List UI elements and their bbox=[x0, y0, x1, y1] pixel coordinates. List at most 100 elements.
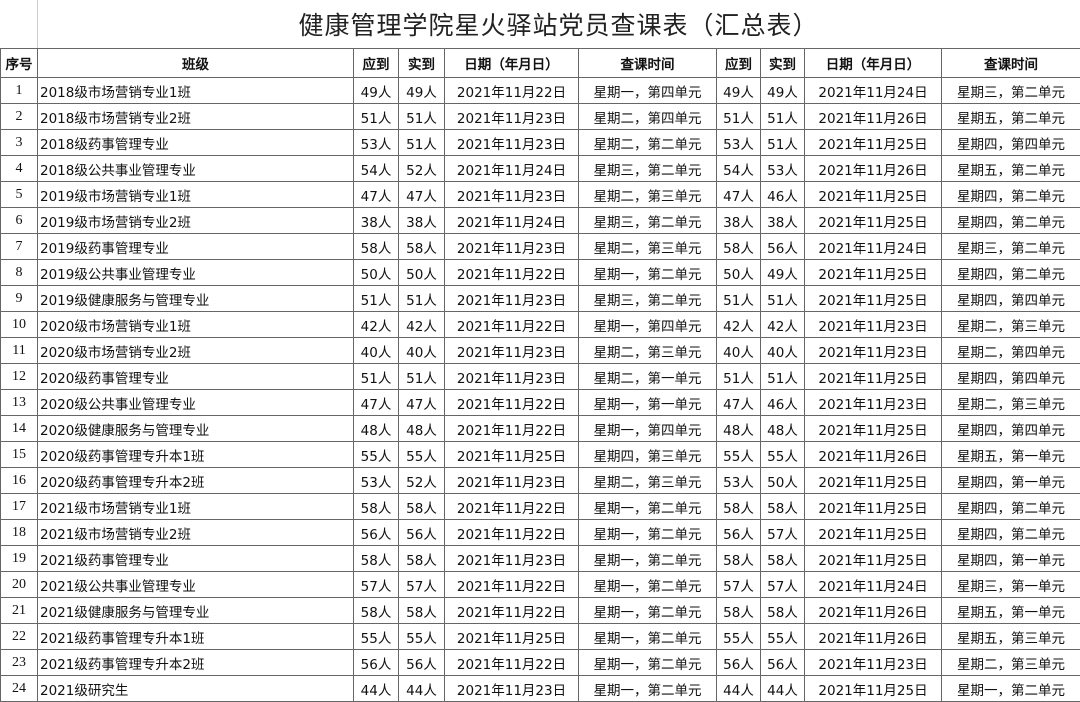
cell-date: 2021年11月22日 bbox=[445, 312, 579, 338]
cell-expected-2: 58人 bbox=[717, 546, 761, 572]
cell-date: 2021年11月23日 bbox=[445, 468, 579, 494]
cell-expected: 53人 bbox=[354, 468, 399, 494]
cell-index: 2 bbox=[1, 104, 38, 130]
cell-expected-2: 50人 bbox=[717, 260, 761, 286]
cell-check-time-2: 星期五，第一单元 bbox=[942, 598, 1080, 624]
cell-date: 2021年11月22日 bbox=[445, 78, 579, 104]
cell-present-2: 55人 bbox=[761, 442, 805, 468]
cell-class: 2021级健康服务与管理专业 bbox=[38, 598, 354, 624]
cell-check-time-2: 星期四，第四单元 bbox=[942, 130, 1080, 156]
cell-present-2: 46人 bbox=[761, 182, 805, 208]
cell-check-time-2: 星期四，第四单元 bbox=[942, 416, 1080, 442]
cell-expected: 58人 bbox=[354, 494, 399, 520]
cell-check-time-2: 星期四，第二单元 bbox=[942, 520, 1080, 546]
cell-expected-2: 44人 bbox=[717, 676, 761, 702]
cell-expected-2: 53人 bbox=[717, 130, 761, 156]
cell-present: 48人 bbox=[399, 416, 445, 442]
cell-expected: 47人 bbox=[354, 390, 399, 416]
cell-date-2: 2021年11月25日 bbox=[805, 416, 942, 442]
cell-check-time-2: 星期四，第二单元 bbox=[942, 260, 1080, 286]
cell-check-time-2: 星期三，第二单元 bbox=[942, 234, 1080, 260]
cell-check-time-2: 星期一，第二单元 bbox=[942, 676, 1080, 702]
cell-class: 2018级公共事业管理专业 bbox=[38, 156, 354, 182]
cell-check-time: 星期一，第二单元 bbox=[579, 494, 717, 520]
cell-index: 18 bbox=[1, 520, 38, 546]
cell-check-time-2: 星期四，第四单元 bbox=[942, 364, 1080, 390]
cell-date: 2021年11月22日 bbox=[445, 520, 579, 546]
cell-check-time: 星期二，第一单元 bbox=[579, 364, 717, 390]
cell-class: 2019级公共事业管理专业 bbox=[38, 260, 354, 286]
cell-index: 16 bbox=[1, 468, 38, 494]
cell-class: 2018级市场营销专业2班 bbox=[38, 104, 354, 130]
cell-date: 2021年11月25日 bbox=[445, 624, 579, 650]
cell-present: 56人 bbox=[399, 650, 445, 676]
cell-check-time: 星期二，第四单元 bbox=[579, 104, 717, 130]
cell-class: 2020级市场营销专业2班 bbox=[38, 338, 354, 364]
cell-date-2: 2021年11月26日 bbox=[805, 442, 942, 468]
cell-check-time: 星期三，第二单元 bbox=[579, 286, 717, 312]
cell-expected: 56人 bbox=[354, 650, 399, 676]
cell-class: 2020级健康服务与管理专业 bbox=[38, 416, 354, 442]
cell-index: 20 bbox=[1, 572, 38, 598]
cell-check-time-2: 星期五，第二单元 bbox=[942, 156, 1080, 182]
cell-index: 5 bbox=[1, 182, 38, 208]
cell-expected: 56人 bbox=[354, 520, 399, 546]
cell-date: 2021年11月23日 bbox=[445, 364, 579, 390]
cell-date-2: 2021年11月24日 bbox=[805, 78, 942, 104]
cell-present-2: 57人 bbox=[761, 520, 805, 546]
cell-present: 58人 bbox=[399, 234, 445, 260]
cell-present: 55人 bbox=[399, 442, 445, 468]
cell-expected-2: 58人 bbox=[717, 598, 761, 624]
cell-date: 2021年11月23日 bbox=[445, 234, 579, 260]
cell-expected-2: 40人 bbox=[717, 338, 761, 364]
cell-expected-2: 58人 bbox=[717, 234, 761, 260]
header-date-2: 日期（年月日） bbox=[805, 49, 942, 78]
cell-present: 44人 bbox=[399, 676, 445, 702]
cell-index: 1 bbox=[1, 78, 38, 104]
cell-expected: 55人 bbox=[354, 624, 399, 650]
page-title: 健康管理学院星火驿站党员查课表（汇总表） bbox=[37, 6, 1080, 42]
cell-present-2: 51人 bbox=[761, 104, 805, 130]
cell-class: 2021级药事管理专业 bbox=[38, 546, 354, 572]
cell-date: 2021年11月22日 bbox=[445, 598, 579, 624]
cell-present-2: 38人 bbox=[761, 208, 805, 234]
cell-index: 8 bbox=[1, 260, 38, 286]
cell-expected-2: 42人 bbox=[717, 312, 761, 338]
cell-date-2: 2021年11月25日 bbox=[805, 182, 942, 208]
cell-check-time-2: 星期四，第二单元 bbox=[942, 494, 1080, 520]
cell-class: 2021级研究生 bbox=[38, 676, 354, 702]
cell-expected-2: 56人 bbox=[717, 650, 761, 676]
cell-expected: 54人 bbox=[354, 156, 399, 182]
cell-date: 2021年11月22日 bbox=[445, 260, 579, 286]
cell-expected: 47人 bbox=[354, 182, 399, 208]
cell-index: 3 bbox=[1, 130, 38, 156]
cell-expected: 51人 bbox=[354, 286, 399, 312]
cell-index: 21 bbox=[1, 598, 38, 624]
cell-present: 57人 bbox=[399, 572, 445, 598]
cell-date: 2021年11月23日 bbox=[445, 130, 579, 156]
cell-date: 2021年11月23日 bbox=[445, 182, 579, 208]
cell-date: 2021年11月23日 bbox=[445, 546, 579, 572]
cell-present-2: 42人 bbox=[761, 312, 805, 338]
cell-index: 10 bbox=[1, 312, 38, 338]
cell-present-2: 50人 bbox=[761, 468, 805, 494]
cell-expected: 50人 bbox=[354, 260, 399, 286]
cell-index: 7 bbox=[1, 234, 38, 260]
cell-expected: 42人 bbox=[354, 312, 399, 338]
cell-expected-2: 54人 bbox=[717, 156, 761, 182]
cell-present: 42人 bbox=[399, 312, 445, 338]
cell-check-time: 星期一，第二单元 bbox=[579, 598, 717, 624]
cell-check-time: 星期二，第三单元 bbox=[579, 234, 717, 260]
cell-check-time-2: 星期四，第二单元 bbox=[942, 208, 1080, 234]
cell-present: 51人 bbox=[399, 130, 445, 156]
cell-index: 6 bbox=[1, 208, 38, 234]
cell-class: 2020级药事管理专升本2班 bbox=[38, 468, 354, 494]
